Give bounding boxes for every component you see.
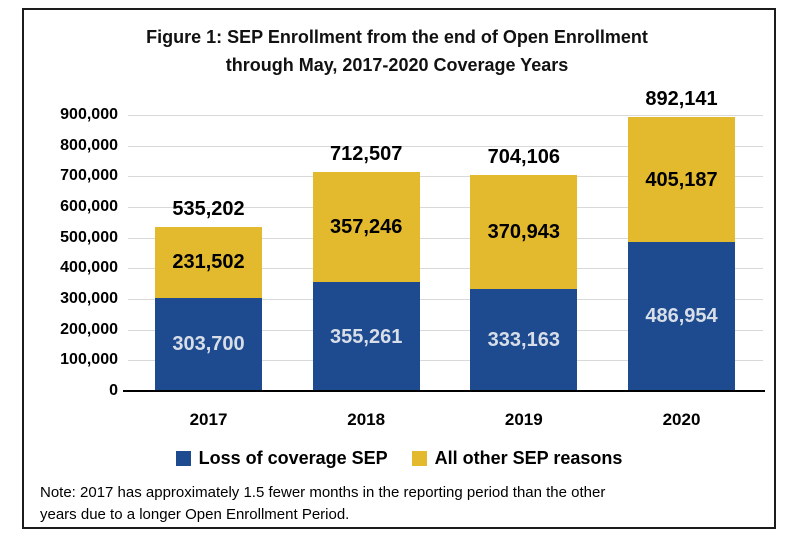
x-axis-category-label: 2017	[189, 410, 228, 429]
gridline	[128, 360, 763, 361]
bar-segment-loss-of-coverage	[155, 297, 262, 391]
chart-title-line-1: Figure 1: SEP Enrollment from the end of…	[146, 27, 648, 47]
chart-title: Figure 1: SEP Enrollment from the end of…	[40, 23, 754, 79]
y-axis-tick-label: 500,000	[60, 229, 118, 246]
chart-title-line-2: through May, 2017-2020 Coverage Years	[225, 55, 569, 75]
y-axis-tick-label: 200,000	[60, 321, 118, 338]
legend-swatch-icon	[175, 450, 191, 466]
bar-total-label: 535,202	[172, 197, 245, 220]
bar-segment-all-other-reasons	[312, 172, 420, 283]
gridline	[128, 330, 763, 331]
legend-item: Loss of coverage SEP	[175, 446, 388, 470]
y-axis-tick-label: 800,000	[60, 137, 118, 154]
bar-value-label-all-other-reasons: 357,246	[330, 216, 403, 239]
bar-segment-all-other-reasons	[155, 226, 262, 298]
chart-legend: Loss of coverage SEP All other SEP reason…	[22, 446, 776, 470]
gridline	[128, 115, 763, 116]
bar-value-label-all-other-reasons: 370,943	[487, 220, 560, 243]
bar-segment-loss-of-coverage	[470, 288, 578, 391]
gridline	[128, 146, 763, 147]
gridline	[128, 299, 763, 300]
y-axis-tick-label: 900,000	[60, 106, 118, 123]
legend-label: All other SEP reasons	[434, 448, 623, 468]
bar-value-label-loss-of-coverage: 303,700	[172, 333, 245, 356]
bar-total-label: 704,106	[487, 146, 560, 169]
y-axis-tick-label: 300,000	[60, 290, 118, 307]
gridline	[128, 176, 763, 177]
bar-segment-loss-of-coverage	[628, 241, 735, 391]
y-axis-tick-label: 100,000	[60, 351, 118, 368]
bar-segment-all-other-reasons	[628, 117, 735, 242]
bar-segment-all-other-reasons	[470, 175, 578, 289]
legend-swatch-icon	[411, 450, 427, 466]
x-axis-line	[123, 390, 765, 392]
legend-item: All other SEP reasons	[411, 446, 623, 470]
y-axis-tick-label: 400,000	[60, 259, 118, 276]
bar-total-label: 892,141	[645, 88, 718, 111]
bar-total-label: 712,507	[330, 143, 403, 166]
bar-value-label-loss-of-coverage: 355,261	[330, 325, 403, 348]
y-axis-tick-label: 700,000	[60, 167, 118, 184]
gridline	[128, 238, 763, 239]
bar-segment-loss-of-coverage	[312, 282, 420, 391]
x-axis-category-label: 2018	[347, 410, 386, 429]
gridline	[128, 207, 763, 208]
bar-value-label-loss-of-coverage: 486,954	[645, 305, 718, 328]
chart-note-line-1: Note: 2017 has approximately 1.5 fewer m…	[40, 484, 606, 501]
chart-note: Note: 2017 has approximately 1.5 fewer m…	[40, 482, 756, 526]
x-axis-category-label: 2019	[504, 410, 543, 429]
chart-note-line-2: years due to a longer Open Enrollment Pe…	[40, 506, 350, 523]
legend-label: Loss of coverage SEP	[198, 448, 388, 468]
bar-value-label-all-other-reasons: 231,502	[172, 251, 245, 274]
y-axis-tick-label: 600,000	[60, 198, 118, 215]
bar-value-label-loss-of-coverage: 333,163	[487, 328, 560, 351]
bar-value-label-all-other-reasons: 405,187	[645, 168, 718, 191]
y-axis-tick-label: 0	[109, 382, 118, 399]
x-axis-category-label: 2020	[662, 410, 701, 429]
gridline	[128, 268, 763, 269]
